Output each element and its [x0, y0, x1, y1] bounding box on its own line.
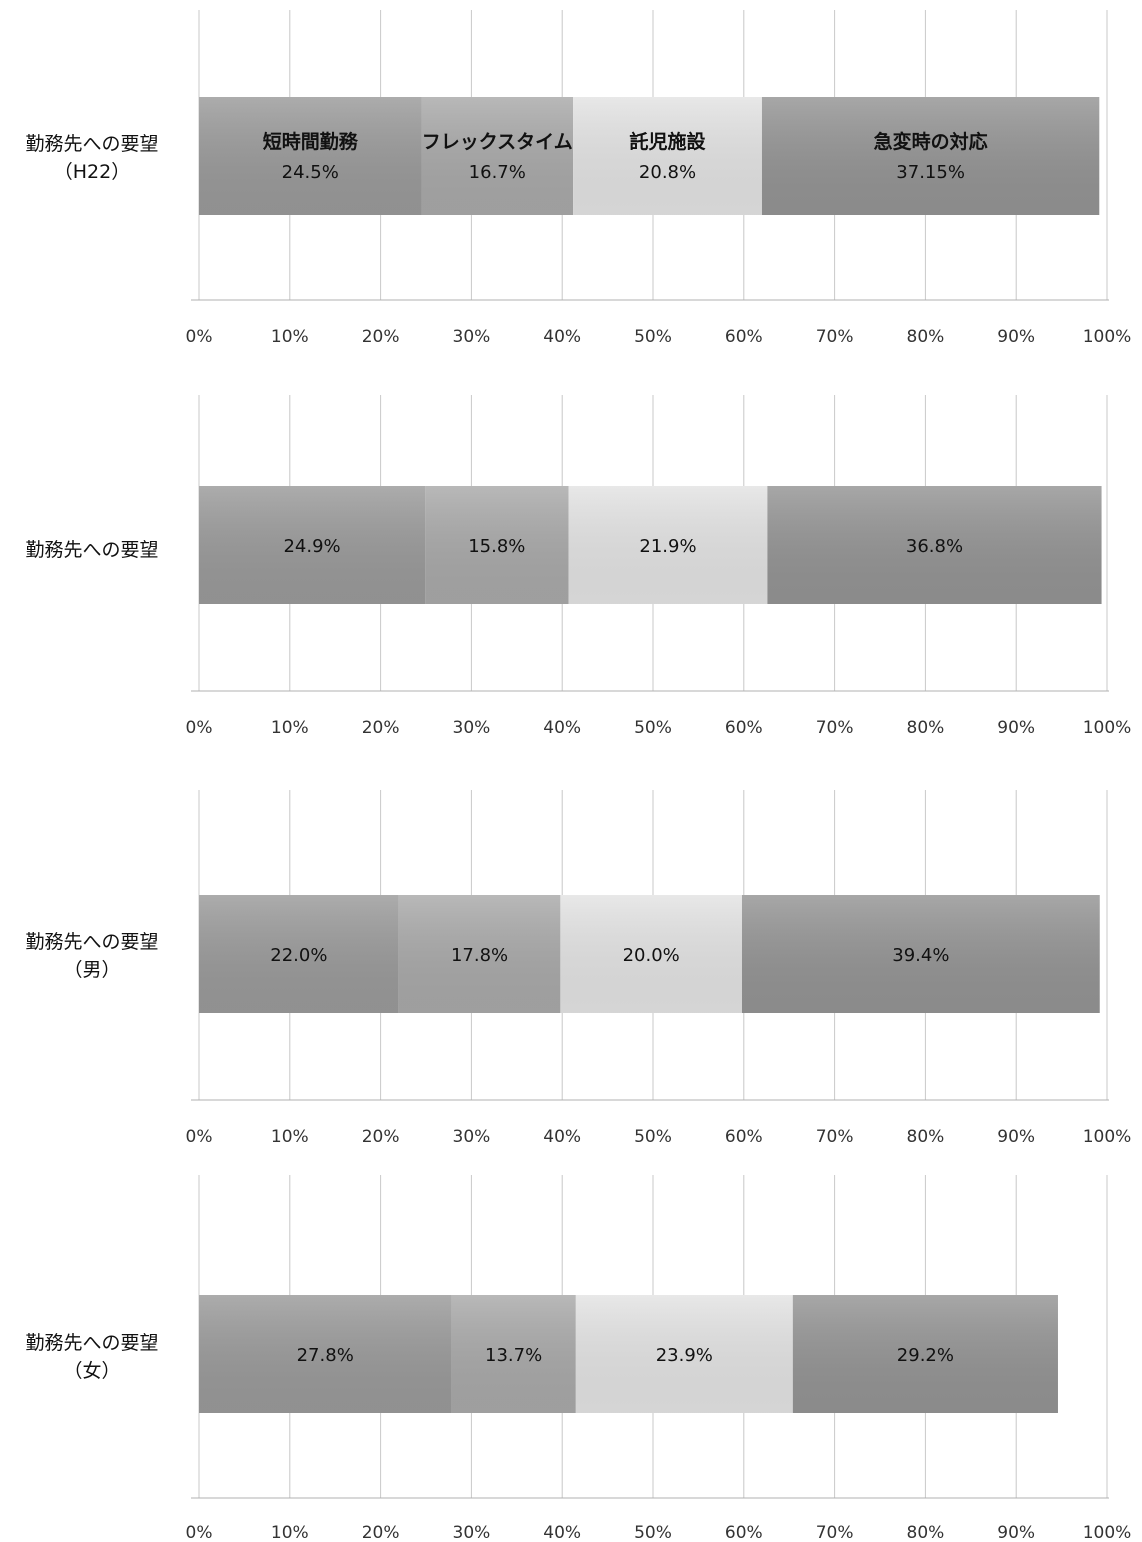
x-tick-label: 80%: [907, 1523, 945, 1542]
x-tick-label: 10%: [271, 327, 309, 347]
segment-value-label: 24.9%: [283, 536, 340, 557]
x-tick-label: 100%: [1083, 1523, 1132, 1542]
bar-segment-shade: [568, 486, 768, 604]
x-tick-label: 0%: [186, 1127, 213, 1147]
x-tick-label: 70%: [816, 718, 854, 738]
x-tick-label: 90%: [997, 718, 1035, 738]
segment-value-label: 37.15%: [896, 162, 965, 183]
segment-category-label: 託児施設: [630, 130, 707, 153]
x-tick-label: 100%: [1083, 327, 1132, 347]
x-tick-label: 30%: [453, 1523, 491, 1542]
x-tick-label: 60%: [725, 1127, 763, 1147]
x-tick-label: 30%: [453, 327, 491, 347]
row-label-line2: （女）: [63, 1360, 121, 1382]
x-tick-label: 70%: [816, 1523, 854, 1542]
bar-segment-shade: [575, 1295, 793, 1413]
x-tick-label: 0%: [186, 718, 213, 738]
row-label-line1: 勤務先への要望: [25, 1332, 159, 1354]
segment-value-label: 15.8%: [468, 536, 525, 557]
bar-segment-shade: [398, 895, 561, 1013]
segment-value-label: 16.7%: [469, 162, 526, 183]
segment-category-label: フレックスタイム: [422, 131, 573, 153]
bar-segment-shade: [761, 97, 1100, 215]
row-label-line2: （男）: [63, 959, 121, 981]
x-tick-label: 10%: [271, 1127, 309, 1147]
x-tick-label: 50%: [634, 1523, 672, 1542]
row-label: 勤務先への要望 （女）: [6, 1329, 178, 1385]
x-tick-label: 60%: [725, 1523, 763, 1542]
chart-svg: 0% 10% 20% 30% 40% 50% 60% 70% 80% 90% 100% 短時間勤務 24…: [186, 10, 1132, 347]
bar-segment-shade: [425, 486, 569, 604]
bar-segment-shade: [451, 1295, 576, 1413]
x-tick-label: 90%: [997, 1523, 1035, 1542]
row-label-line1: 勤務先への要望: [25, 539, 159, 561]
x-tick-label: 20%: [362, 718, 400, 738]
bar-segment-shade: [573, 97, 762, 215]
bar-segment-shade: [199, 97, 422, 215]
segment-value-label: 17.8%: [451, 945, 508, 966]
segment-value-label: 39.4%: [892, 945, 949, 966]
segment-value-label: 27.8%: [297, 1345, 354, 1366]
chart-svg: 0% 10% 20% 30% 40% 50% 60% 70% 80% 90% 100% 27.8% 13…: [186, 1175, 1132, 1542]
x-tick-label: 40%: [543, 718, 581, 738]
bar-segment-shade: [421, 97, 574, 215]
chart-panel-all: 勤務先への要望 0% 10% 20% 30% 40% 50% 60% 70% 80% 90% 100…: [0, 385, 1142, 765]
segment-value-label: 29.2%: [897, 1345, 954, 1366]
bar-segment-shade: [199, 486, 426, 604]
x-tick-label: 100%: [1083, 1127, 1132, 1147]
bar-segment-shade: [199, 1295, 452, 1413]
x-tick-label: 70%: [816, 1127, 854, 1147]
x-tick-label: 70%: [816, 327, 854, 347]
x-tick-label: 30%: [453, 1127, 491, 1147]
x-tick-label: 30%: [453, 718, 491, 738]
bar-segment-shade: [792, 1295, 1058, 1413]
row-label: 勤務先への要望 （H22）: [6, 130, 178, 186]
x-tick-label: 60%: [725, 327, 763, 347]
chart-svg: 0% 10% 20% 30% 40% 50% 60% 70% 80% 90% 100% 24.9% 15…: [186, 395, 1132, 738]
segment-value-label: 23.9%: [656, 1345, 713, 1366]
segment-category-label: 短時間勤務: [263, 130, 359, 153]
segment-value-label: 20.0%: [623, 945, 680, 966]
bar-segment-shade: [741, 895, 1100, 1013]
x-tick-label: 10%: [271, 1523, 309, 1542]
x-tick-label: 40%: [543, 1523, 581, 1542]
x-tick-label: 40%: [543, 327, 581, 347]
chart-svg: 0% 10% 20% 30% 40% 50% 60% 70% 80% 90% 100% 22.0% 17…: [186, 790, 1132, 1147]
segment-value-label: 22.0%: [270, 945, 327, 966]
bar-segment-shade: [767, 486, 1102, 604]
bar-segment-shade: [199, 895, 399, 1013]
segment-value-label: 36.8%: [906, 536, 963, 557]
x-tick-label: 20%: [362, 1127, 400, 1147]
x-tick-label: 100%: [1083, 718, 1132, 738]
segment-value-label: 21.9%: [639, 536, 696, 557]
segment-value-label: 24.5%: [282, 162, 339, 183]
x-tick-label: 20%: [362, 327, 400, 347]
x-tick-label: 20%: [362, 1523, 400, 1542]
segment-category-label: 急変時の対応: [874, 130, 988, 153]
bar-segment-shade: [560, 895, 742, 1013]
row-label-line2: （H22）: [53, 161, 131, 183]
row-label: 勤務先への要望: [6, 536, 178, 564]
row-label: 勤務先への要望 （男）: [6, 928, 178, 984]
x-tick-label: 40%: [543, 1127, 581, 1147]
segment-value-label: 20.8%: [639, 162, 696, 183]
chart-panel-male: 勤務先への要望 （男） 0% 10% 20% 30% 40% 50% 60% 70% 80% 90…: [0, 780, 1142, 1160]
x-tick-label: 60%: [725, 718, 763, 738]
x-tick-label: 80%: [907, 327, 945, 347]
x-tick-label: 0%: [186, 327, 213, 347]
row-label-line1: 勤務先への要望: [25, 133, 159, 155]
x-tick-label: 50%: [634, 327, 672, 347]
x-tick-label: 80%: [907, 1127, 945, 1147]
x-tick-label: 50%: [634, 718, 672, 738]
row-label-line1: 勤務先への要望: [25, 931, 159, 953]
segment-value-label: 13.7%: [485, 1345, 542, 1366]
x-tick-label: 0%: [186, 1523, 213, 1542]
chart-panel-h22: 勤務先への要望 （H22） 0% 10% 20% 30% 40% 50% 60% 70% 80%…: [0, 0, 1142, 380]
chart-panel-female: 勤務先への要望 （女） 0% 10% 20% 30% 40% 50% 60% 70% 80% 90…: [0, 1165, 1142, 1542]
x-tick-label: 90%: [997, 327, 1035, 347]
x-tick-label: 80%: [907, 718, 945, 738]
x-tick-label: 90%: [997, 1127, 1035, 1147]
x-tick-label: 10%: [271, 718, 309, 738]
x-tick-label: 50%: [634, 1127, 672, 1147]
